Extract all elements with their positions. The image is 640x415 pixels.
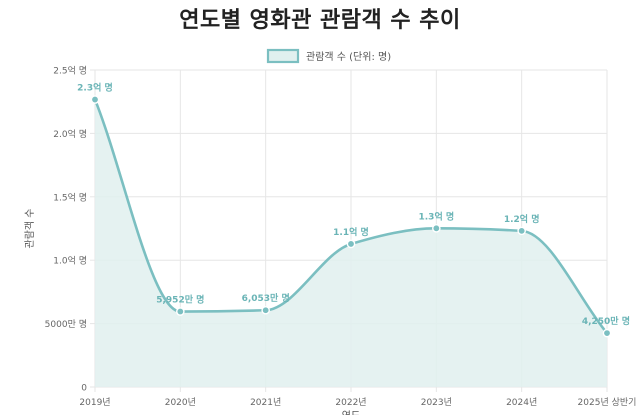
data-point[interactable] [432, 224, 441, 233]
data-label: 6,053만 명 [242, 292, 290, 304]
y-tick-label: 2.5억 명 [53, 65, 87, 77]
legend-label[interactable]: 관람객 수 (단위: 명) [306, 50, 391, 63]
data-label: 2.3억 명 [77, 82, 113, 94]
y-tick-label: 5000만 명 [45, 319, 87, 330]
data-labels: 2.3억 명 5,952만 명 6,053만 명 1.1억 명 1.3억 명 1.2억 명… [77, 82, 630, 328]
data-point[interactable] [602, 328, 612, 338]
data-label: 1.2억 명 [504, 213, 540, 225]
y-axis-label: 관람객 수 [23, 209, 36, 249]
data-point[interactable] [346, 239, 356, 249]
x-tick-label: 2023년 [421, 397, 452, 408]
x-tick-label: 2020년 [165, 397, 196, 408]
x-tick-label: 2019년 [79, 397, 110, 408]
data-label: 5,952만 명 [156, 294, 204, 306]
data-point[interactable] [261, 305, 270, 315]
legend-swatch[interactable] [266, 48, 300, 64]
data-label: 1.3억 명 [419, 210, 455, 222]
y-tick-label: 1.5억 명 [53, 191, 87, 203]
data-point[interactable] [176, 307, 185, 316]
x-tick-label: 2022년 [335, 397, 366, 408]
chart-title: 연도별 영화관 관람객 수 추이 [179, 8, 461, 33]
data-points [90, 95, 612, 338]
x-tick-label: 2025년 상반기 [578, 397, 637, 408]
x-axis-ticks: 2019년 2020년 2021년 2022년 2023년 2024년 2025년 상반기 [79, 397, 636, 408]
area-fill-shape [95, 99, 607, 387]
data-label: 4,250만 명 [582, 315, 630, 327]
y-tick-label: 1.0억 명 [53, 255, 87, 267]
y-tick-label: 2.0억 명 [53, 128, 87, 140]
x-tick-label: 2024년 [506, 397, 537, 408]
legend: 관람객 수 (단위: 명) [266, 48, 391, 64]
y-axis-ticks: 0 5000만 명 1.0억 명 1.5억 명 2.0억 명 2.5억 명 [45, 65, 88, 394]
data-point[interactable] [517, 226, 526, 236]
data-point[interactable] [90, 95, 100, 104]
x-axis-label: 연도 [342, 410, 360, 415]
data-label: 1.1억 명 [333, 226, 369, 238]
y-tick-label: 0 [81, 384, 87, 394]
area-fill [95, 99, 607, 387]
x-tick-label: 2021년 [250, 397, 281, 408]
